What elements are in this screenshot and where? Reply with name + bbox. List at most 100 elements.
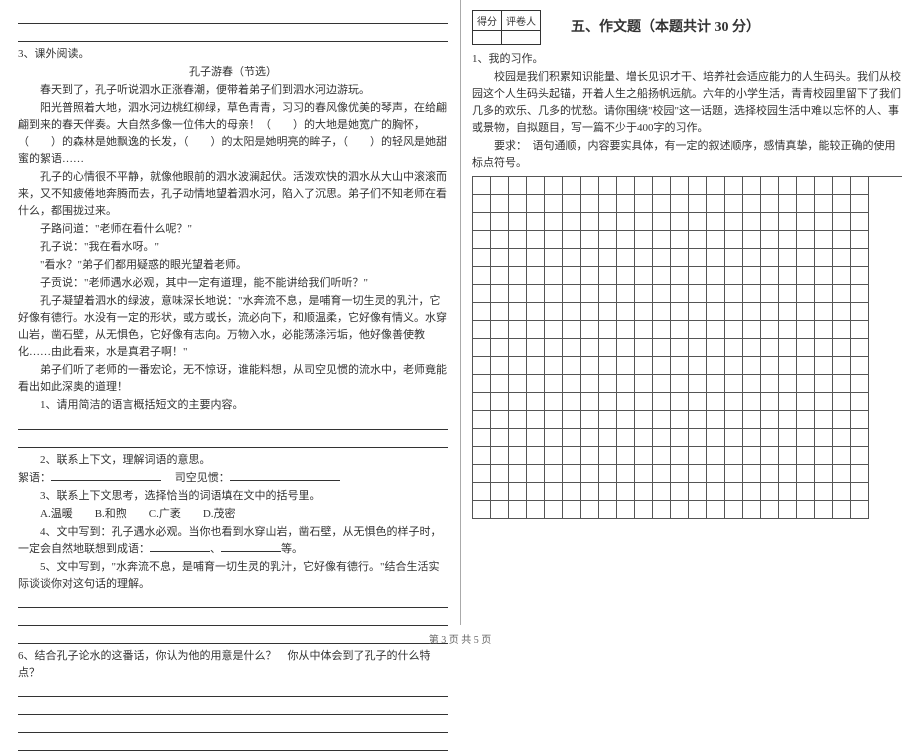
writing-grid-cell[interactable] — [815, 429, 833, 447]
writing-grid-cell[interactable] — [833, 429, 851, 447]
writing-grid-cell[interactable] — [545, 177, 563, 195]
writing-grid-cell[interactable] — [797, 465, 815, 483]
answer-blank-line[interactable] — [18, 28, 448, 42]
writing-grid-cell[interactable] — [779, 393, 797, 411]
writing-grid-cell[interactable] — [725, 429, 743, 447]
writing-grid-cell[interactable] — [581, 465, 599, 483]
writing-grid-cell[interactable] — [707, 357, 725, 375]
writing-grid-cell[interactable] — [815, 483, 833, 501]
writing-grid-cell[interactable] — [527, 195, 545, 213]
writing-grid-cell[interactable] — [599, 357, 617, 375]
writing-grid-cell[interactable] — [653, 465, 671, 483]
answer-blank-line[interactable] — [18, 612, 448, 626]
writing-grid-cell[interactable] — [815, 213, 833, 231]
writing-grid-cell[interactable] — [653, 339, 671, 357]
writing-grid-cell[interactable] — [689, 303, 707, 321]
writing-grid-cell[interactable] — [743, 213, 761, 231]
writing-grid-cell[interactable] — [635, 501, 653, 519]
writing-grid-cell[interactable] — [833, 267, 851, 285]
writing-grid-cell[interactable] — [599, 213, 617, 231]
writing-grid-cell[interactable] — [473, 501, 491, 519]
writing-grid-cell[interactable] — [527, 465, 545, 483]
writing-grid-cell[interactable] — [851, 339, 869, 357]
writing-grid-cell[interactable] — [617, 411, 635, 429]
writing-grid-cell[interactable] — [833, 501, 851, 519]
writing-grid-cell[interactable] — [761, 447, 779, 465]
writing-grid-cell[interactable] — [689, 249, 707, 267]
writing-grid-cell[interactable] — [635, 213, 653, 231]
writing-grid-cell[interactable] — [473, 303, 491, 321]
writing-grid-cell[interactable] — [779, 411, 797, 429]
writing-grid-cell[interactable] — [815, 501, 833, 519]
writing-grid-cell[interactable] — [725, 375, 743, 393]
writing-grid-cell[interactable] — [563, 501, 581, 519]
writing-grid-cell[interactable] — [563, 339, 581, 357]
writing-grid-cell[interactable] — [815, 177, 833, 195]
writing-grid-cell[interactable] — [743, 177, 761, 195]
writing-grid-cell[interactable] — [707, 483, 725, 501]
writing-grid-cell[interactable] — [581, 195, 599, 213]
writing-grid-cell[interactable] — [761, 321, 779, 339]
writing-grid-cell[interactable] — [653, 177, 671, 195]
writing-grid-cell[interactable] — [581, 249, 599, 267]
answer-blank-line[interactable] — [18, 737, 448, 751]
writing-grid-cell[interactable] — [689, 213, 707, 231]
writing-grid-cell[interactable] — [473, 375, 491, 393]
writing-grid-cell[interactable] — [491, 465, 509, 483]
writing-grid-cell[interactable] — [833, 249, 851, 267]
writing-grid-cell[interactable] — [761, 195, 779, 213]
writing-grid-cell[interactable] — [797, 429, 815, 447]
writing-grid-cell[interactable] — [797, 411, 815, 429]
writing-grid-cell[interactable] — [761, 411, 779, 429]
writing-grid-cell[interactable] — [581, 483, 599, 501]
writing-grid-cell[interactable] — [725, 447, 743, 465]
writing-grid-cell[interactable] — [761, 393, 779, 411]
writing-grid-cell[interactable] — [833, 231, 851, 249]
writing-grid-cell[interactable] — [851, 447, 869, 465]
writing-grid-cell[interactable] — [815, 249, 833, 267]
writing-grid-cell[interactable] — [491, 321, 509, 339]
writing-grid-cell[interactable] — [635, 483, 653, 501]
writing-grid-cell[interactable] — [509, 375, 527, 393]
answer-blank-line[interactable] — [18, 10, 448, 24]
writing-grid-cell[interactable] — [635, 285, 653, 303]
writing-grid-cell[interactable] — [743, 195, 761, 213]
writing-grid-cell[interactable] — [797, 213, 815, 231]
score-value-cell[interactable] — [473, 31, 502, 45]
writing-grid-cell[interactable] — [653, 285, 671, 303]
writing-grid-cell[interactable] — [581, 447, 599, 465]
writing-grid-cell[interactable] — [617, 339, 635, 357]
writing-grid-cell[interactable] — [527, 411, 545, 429]
writing-grid-cell[interactable] — [671, 501, 689, 519]
writing-grid-cell[interactable] — [617, 285, 635, 303]
writing-grid-cell[interactable] — [779, 249, 797, 267]
writing-grid-cell[interactable] — [527, 447, 545, 465]
writing-grid-cell[interactable] — [635, 195, 653, 213]
writing-grid-cell[interactable] — [833, 285, 851, 303]
writing-grid-cell[interactable] — [797, 447, 815, 465]
writing-grid-cell[interactable] — [743, 465, 761, 483]
writing-grid-cell[interactable] — [671, 339, 689, 357]
writing-grid-cell[interactable] — [509, 249, 527, 267]
writing-grid-cell[interactable] — [725, 501, 743, 519]
writing-grid[interactable] — [472, 176, 902, 519]
writing-grid-cell[interactable] — [743, 321, 761, 339]
writing-grid-cell[interactable] — [707, 231, 725, 249]
writing-grid-cell[interactable] — [527, 483, 545, 501]
writing-grid-cell[interactable] — [653, 393, 671, 411]
writing-grid-cell[interactable] — [581, 411, 599, 429]
writing-grid-cell[interactable] — [563, 195, 581, 213]
writing-grid-cell[interactable] — [851, 483, 869, 501]
writing-grid-cell[interactable] — [689, 339, 707, 357]
writing-grid-cell[interactable] — [635, 177, 653, 195]
writing-grid-cell[interactable] — [581, 321, 599, 339]
writing-grid-cell[interactable] — [707, 375, 725, 393]
writing-grid-cell[interactable] — [707, 447, 725, 465]
writing-grid-cell[interactable] — [473, 321, 491, 339]
writing-grid-cell[interactable] — [491, 375, 509, 393]
writing-grid-cell[interactable] — [833, 339, 851, 357]
writing-grid-cell[interactable] — [509, 213, 527, 231]
writing-grid-cell[interactable] — [779, 483, 797, 501]
writing-grid-cell[interactable] — [599, 177, 617, 195]
writing-grid-cell[interactable] — [635, 249, 653, 267]
